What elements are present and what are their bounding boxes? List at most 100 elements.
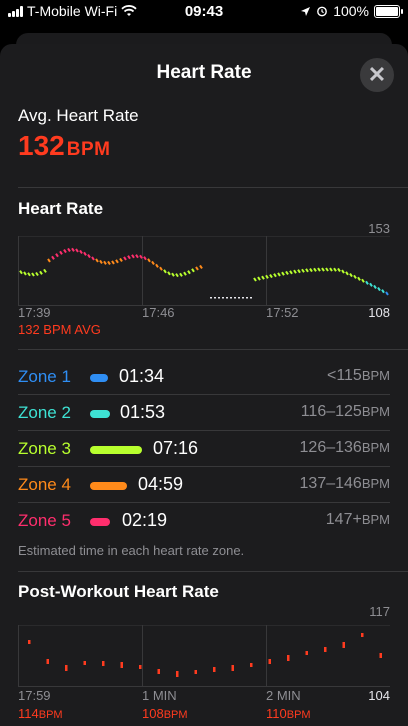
heart-rate-mark bbox=[91, 256, 95, 261]
pw-value-unit: BPM bbox=[163, 709, 188, 721]
zone-duration-bar bbox=[90, 446, 142, 454]
post-workout-marks bbox=[28, 633, 382, 677]
post-workout-mark bbox=[46, 659, 49, 664]
heart-rate-gap-mark bbox=[250, 297, 252, 299]
chart-time-label: 17:39 bbox=[18, 305, 51, 320]
heart-rate-mark bbox=[71, 247, 75, 252]
zone-range: 116–125BPM bbox=[301, 403, 390, 421]
post-workout-mark bbox=[83, 661, 86, 665]
post-workout-tick: 1 MIN bbox=[142, 688, 177, 703]
heart-rate-mark bbox=[325, 267, 329, 272]
heart-rate-gap-mark bbox=[230, 297, 232, 299]
clock: 09:43 bbox=[184, 3, 224, 20]
zone-range-unit: BPM bbox=[361, 512, 390, 527]
heart-rate-mark bbox=[329, 267, 333, 272]
heart-rate-mark bbox=[155, 263, 159, 268]
location-arrow-icon bbox=[301, 6, 311, 16]
heart-rate-mark bbox=[123, 256, 127, 261]
post-workout-mark bbox=[250, 663, 253, 667]
heart-rate-mark bbox=[59, 250, 63, 255]
heart-rate-mark bbox=[127, 255, 131, 260]
heart-rate-mark bbox=[281, 271, 285, 276]
wifi-icon bbox=[121, 5, 137, 16]
post-workout-mark bbox=[28, 640, 31, 644]
heart-rate-mark bbox=[297, 269, 301, 274]
heart-rate-mark bbox=[163, 269, 167, 274]
chart-max-label: 153 bbox=[368, 221, 390, 236]
heart-rate-mark bbox=[43, 268, 47, 273]
zone-range: 126–136BPM bbox=[300, 439, 390, 457]
close-icon: ✕ bbox=[367, 62, 387, 87]
post-workout-max-label: 117 bbox=[369, 604, 390, 619]
heart-rate-gap-mark bbox=[246, 297, 248, 299]
post-workout-mark bbox=[176, 671, 179, 677]
heart-rate-mark bbox=[139, 254, 143, 259]
heart-rate-mark bbox=[47, 258, 51, 263]
zone-caption: Estimated time in each heart rate zone. bbox=[18, 543, 245, 558]
heart-rate-mark bbox=[357, 276, 361, 281]
zone-range-unit: BPM bbox=[361, 440, 390, 455]
heart-rate-mark bbox=[147, 258, 151, 263]
post-workout-mark bbox=[213, 667, 216, 672]
zone-time: 04:59 bbox=[138, 474, 184, 494]
pw-value-number: 110 bbox=[266, 706, 287, 721]
zone-duration-bar bbox=[90, 518, 110, 526]
heart-rate-mark bbox=[353, 274, 357, 279]
heart-rate-mark bbox=[19, 270, 23, 275]
heart-rate-mark bbox=[195, 266, 199, 271]
zone-range-unit: BPM bbox=[361, 404, 390, 419]
heart-rate-mark bbox=[31, 272, 35, 277]
heart-rate-sheet bbox=[0, 44, 408, 726]
bpm-average-caption: 132 BPM AVG bbox=[18, 322, 101, 337]
zone-time: 01:34 bbox=[119, 366, 165, 386]
heart-rate-mark bbox=[341, 269, 345, 274]
avg-heart-rate-label: Avg. Heart Rate bbox=[18, 106, 139, 125]
avg-heart-rate-value: 132 BPM bbox=[18, 130, 110, 162]
heart-rate-mark bbox=[99, 259, 103, 264]
heart-rate-mark bbox=[183, 271, 187, 276]
post-workout-mark bbox=[305, 651, 308, 655]
post-workout-min-label: 104 bbox=[368, 688, 390, 703]
zone-range: 147+BPM bbox=[326, 511, 390, 529]
heart-rate-mark bbox=[265, 274, 269, 279]
heart-rate-mark bbox=[87, 254, 91, 259]
zone-row: Zone 2 01:53 116–125BPM bbox=[18, 395, 390, 431]
heart-rate-mark bbox=[349, 272, 353, 278]
sheet-title: Heart Rate bbox=[156, 62, 252, 83]
post-workout-mark bbox=[324, 647, 327, 652]
zone-range-value: 137–146 bbox=[299, 475, 362, 492]
zone-separator bbox=[18, 430, 390, 431]
divider bbox=[18, 571, 408, 572]
heart-rate-mark bbox=[361, 278, 365, 283]
post-workout-mark bbox=[231, 665, 234, 671]
zone-name: Zone 3 bbox=[18, 439, 71, 458]
heart-rate-mark bbox=[333, 267, 337, 272]
heart-rate-mark bbox=[167, 271, 171, 276]
divider bbox=[18, 349, 408, 350]
heart-rate-mark bbox=[365, 280, 369, 285]
post-workout-section-title: Post-Workout Heart Rate bbox=[18, 582, 219, 601]
divider bbox=[18, 187, 408, 188]
heart-rate-mark bbox=[377, 287, 381, 292]
heart-rate-mark bbox=[119, 257, 123, 263]
heart-rate-mark bbox=[261, 275, 265, 280]
chart-min-label: 108 bbox=[368, 305, 390, 320]
avg-unit: BPM bbox=[66, 139, 111, 160]
pw-value-unit: BPM bbox=[38, 709, 63, 721]
heart-rate-section-title: Heart Rate bbox=[18, 199, 104, 218]
zone-row: Zone 3 07:16 126–136BPM bbox=[18, 431, 390, 467]
close-button[interactable]: ✕ bbox=[360, 58, 394, 92]
zone-range: <115BPM bbox=[327, 367, 390, 385]
alarm-icon bbox=[317, 6, 328, 17]
zone-time: 01:53 bbox=[120, 402, 166, 422]
heart-rate-mark bbox=[313, 267, 317, 272]
zone-row: Zone 1 01:34 <115BPM bbox=[18, 359, 390, 395]
zone-range-value: 126–136 bbox=[299, 439, 362, 456]
heart-rate-mark bbox=[345, 271, 349, 276]
heart-rate-mark bbox=[191, 268, 195, 273]
heart-rate-mark bbox=[23, 271, 27, 276]
post-workout-mark bbox=[361, 633, 364, 637]
heart-rate-mark bbox=[135, 254, 139, 259]
post-workout-tick: 2 MIN bbox=[266, 688, 301, 703]
avg-number: 132 bbox=[18, 130, 65, 161]
